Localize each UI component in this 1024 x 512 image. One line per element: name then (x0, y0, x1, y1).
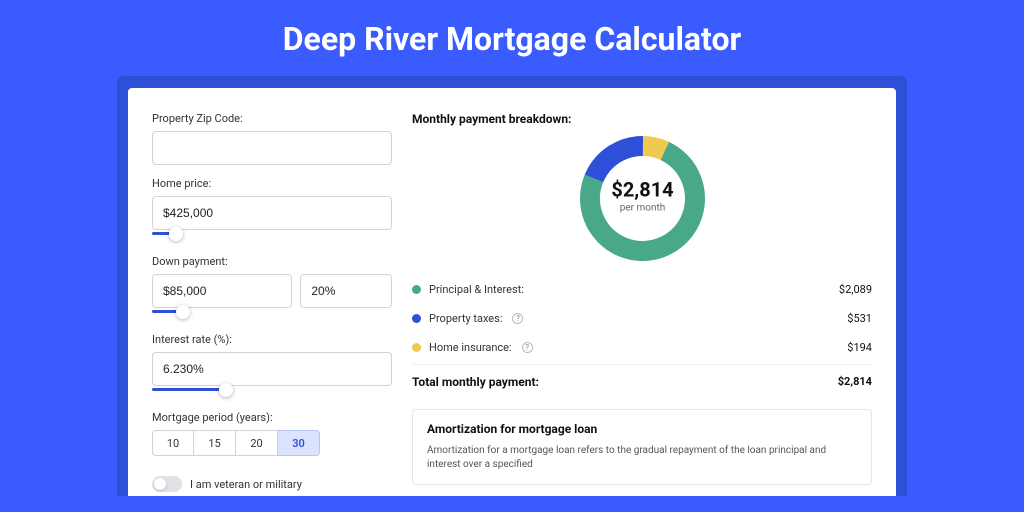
info-icon[interactable]: ? (522, 342, 533, 353)
legend-label: Principal & Interest: (429, 283, 524, 296)
legend-dot (412, 285, 421, 294)
down-payment-row (152, 274, 392, 308)
interest-slider[interactable] (152, 385, 392, 399)
breakdown-title: Monthly payment breakdown: (412, 112, 872, 126)
legend-amount: $194 (847, 341, 872, 354)
info-icon[interactable]: ? (512, 313, 523, 324)
legend-row: Home insurance:? $194 (412, 333, 872, 362)
legend-dot (412, 343, 421, 352)
veteran-label: I am veteran or military (190, 478, 302, 491)
period-button-15[interactable]: 15 (194, 430, 236, 456)
down-payment-label: Down payment: (152, 255, 392, 268)
interest-input[interactable] (152, 352, 392, 386)
period-button-30[interactable]: 30 (278, 430, 320, 456)
slider-thumb[interactable] (219, 383, 233, 397)
legend: Principal & Interest: $2,089 Property taxe… (412, 275, 872, 362)
amortization-box: Amortization for mortgage loan Amortizat… (412, 409, 872, 485)
donut-svg: $2,814per month (580, 136, 705, 261)
card-shadow: Property Zip Code: Home price: Down paym… (117, 76, 907, 496)
legend-left: Property taxes:? (412, 312, 523, 325)
page-title: Deep River Mortgage Calculator (283, 20, 741, 58)
down-payment-input[interactable] (152, 274, 292, 308)
legend-amount: $2,089 (839, 283, 872, 296)
donut-center-sub: per month (619, 203, 665, 214)
legend-row: Principal & Interest: $2,089 (412, 275, 872, 304)
interest-label: Interest rate (%): (152, 333, 392, 346)
donut-center-amount: $2,814 (611, 178, 673, 202)
period-button-group: 10152030 (152, 430, 392, 456)
amortization-text: Amortization for a mortgage loan refers … (427, 444, 857, 472)
zip-label: Property Zip Code: (152, 112, 392, 125)
total-label: Total monthly payment: (412, 375, 539, 389)
legend-amount: $531 (847, 312, 872, 325)
period-button-20[interactable]: 20 (236, 430, 278, 456)
form-column: Property Zip Code: Home price: Down paym… (152, 112, 392, 496)
donut-chart: $2,814per month (412, 136, 872, 261)
home-price-label: Home price: (152, 177, 392, 190)
total-row: Total monthly payment: $2,814 (412, 364, 872, 403)
veteran-toggle[interactable] (152, 476, 182, 492)
breakdown-column: Monthly payment breakdown: $2,814per mon… (412, 112, 872, 496)
page-background: Deep River Mortgage Calculator Property … (0, 0, 1024, 512)
period-label: Mortgage period (years): (152, 411, 392, 424)
slider-thumb[interactable] (169, 227, 183, 241)
amortization-title: Amortization for mortgage loan (427, 422, 857, 436)
home-price-slider[interactable] (152, 229, 392, 243)
legend-left: Home insurance:? (412, 341, 533, 354)
legend-dot (412, 314, 421, 323)
legend-label: Home insurance: (429, 341, 512, 354)
total-amount: $2,814 (838, 375, 872, 389)
calculator-card: Property Zip Code: Home price: Down paym… (128, 88, 896, 496)
legend-row: Property taxes:? $531 (412, 304, 872, 333)
down-payment-pct-input[interactable] (300, 274, 392, 308)
home-price-input[interactable] (152, 196, 392, 230)
legend-left: Principal & Interest: (412, 283, 524, 296)
down-payment-slider[interactable] (152, 307, 307, 321)
legend-label: Property taxes: (429, 312, 502, 325)
slider-thumb[interactable] (176, 305, 190, 319)
veteran-row: I am veteran or military (152, 476, 392, 492)
period-button-10[interactable]: 10 (152, 430, 194, 456)
slider-track (152, 388, 226, 391)
zip-input[interactable] (152, 131, 392, 165)
